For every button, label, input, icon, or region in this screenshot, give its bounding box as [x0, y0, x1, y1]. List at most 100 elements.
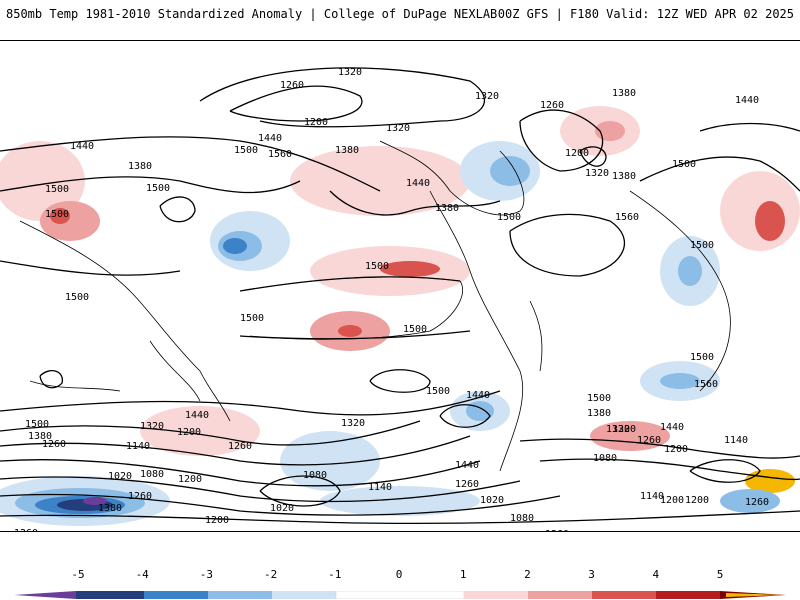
contour-label: 1320 [585, 168, 609, 179]
contour-label: 1500 [587, 393, 611, 404]
colorbar-tick-label: -2 [263, 568, 278, 581]
contour-line [369, 369, 431, 393]
anomaly-colorbar: -5 -4 -3 -2 -1 0 1 2 3 4 5 [0, 568, 800, 600]
contour-label: 1440 [735, 95, 759, 106]
colorbar-segment [592, 591, 656, 599]
contour-line [0, 435, 471, 466]
colorbar-tick-label: 3 [588, 568, 595, 581]
colorbar-tick-label: 1 [459, 568, 467, 581]
contour-label: 1500 [426, 386, 450, 397]
contour-label: 1080 [140, 469, 164, 480]
contour-line [519, 109, 604, 172]
colorbar-tick-label: 5 [716, 568, 724, 581]
contour-line [0, 260, 181, 276]
contour-line [0, 476, 521, 503]
anomaly-patch [50, 208, 70, 224]
contour-line [329, 190, 501, 216]
contour-line [0, 420, 421, 446]
contour-line [239, 276, 461, 292]
contour-label: 1380 [128, 161, 152, 172]
anomaly-patch [660, 373, 700, 389]
contour-label: 1260 [280, 80, 304, 91]
contour-label: 1080 [303, 470, 327, 481]
contour-label: 1080 [593, 453, 617, 464]
contour-label: 1200 [660, 495, 684, 506]
contour-label: 1440 [466, 390, 490, 401]
height-contours [0, 67, 800, 525]
contour-label: 1260 [745, 497, 769, 508]
contour-label: 1200 [685, 495, 709, 506]
contour-label: 1560 [694, 379, 718, 390]
map-canvas: 1320 1260 1200 1320 1320 1260 1380 1440 … [0, 67, 800, 531]
contour-label: 1500 [403, 324, 427, 335]
colorbar-segment [528, 591, 592, 599]
anomaly-patch [678, 256, 702, 286]
anomaly-patch [40, 201, 100, 241]
contour-label: 1260 [455, 479, 479, 490]
contour-label: 1440 [455, 460, 479, 471]
contour-label: 1140 [640, 491, 664, 502]
contour-label: 1320 [606, 424, 630, 435]
contour-label: 1200 [664, 444, 688, 455]
anomaly-patch [745, 469, 795, 493]
anomaly-patch [466, 401, 494, 421]
contour-label: 1500 [234, 145, 258, 156]
colorbar-segment [464, 591, 528, 599]
contour-line [0, 493, 561, 516]
contour-line [0, 459, 481, 487]
anomaly-patch [320, 486, 480, 516]
contour-label: 1500 [45, 184, 69, 195]
colorbar-segment [272, 591, 336, 599]
contour-label: 1380 [587, 408, 611, 419]
colorbar-segment [208, 591, 272, 599]
contour-label: 1560 [268, 149, 292, 160]
contour-label: 1200 [205, 515, 229, 526]
contour-label: 1200 [565, 148, 589, 159]
contour-label: 1080 [510, 513, 534, 524]
contour-label: 1320 [140, 421, 164, 432]
contour-label: 1500 [690, 240, 714, 251]
anomaly-patch [0, 141, 85, 221]
colorbar-segment [726, 593, 784, 597]
anomaly-patch [755, 201, 785, 241]
colorbar-segment [14, 591, 76, 599]
contour-label: 1260 [228, 441, 252, 452]
contour-line [39, 370, 63, 389]
contour-label: 1500 [25, 419, 49, 430]
contour-label: 1200 [178, 474, 202, 485]
anomaly-patch [83, 497, 107, 505]
contour-line [439, 404, 491, 428]
contour-label: 1500 [240, 313, 264, 324]
contour-label: 1140 [126, 441, 150, 452]
contour-label: 1560 [615, 212, 639, 223]
contour-label: 1440 [258, 133, 282, 144]
contour-label: 1260 [545, 529, 569, 531]
map-title: 850mb Temp 1981-2010 Standardized Anomal… [6, 7, 498, 21]
contour-line [519, 438, 800, 459]
contour-line [689, 459, 761, 483]
contour-label: 1200 [304, 117, 328, 128]
colorbar-tick-label: 0 [395, 568, 403, 581]
contour-label: 1320 [386, 123, 410, 134]
contour-label: 1380 [612, 88, 636, 99]
anomaly-patch [140, 406, 260, 456]
contour-label: 1260 [540, 100, 564, 111]
colorbar-tick-label: -5 [71, 568, 85, 581]
anomaly-patch [223, 238, 247, 254]
colorbar-tick-label: 2 [524, 568, 531, 581]
colorbar-tick-label: -1 [328, 568, 342, 581]
colorbar-segment [76, 591, 144, 599]
contour-label: 1020 [270, 503, 294, 514]
contour-label: 1020 [480, 495, 504, 506]
chart-header: 850mb Temp 1981-2010 Standardized Anomal… [0, 0, 800, 30]
contour-label: 1500 [672, 159, 696, 170]
contour-label: 1380 [335, 145, 359, 156]
contour-line [539, 458, 800, 481]
contour-label: 1380 [28, 431, 52, 442]
colorbar-bar [14, 591, 786, 599]
anomaly-shading [0, 106, 800, 526]
colorbar-tick-label: -4 [135, 568, 149, 581]
contour-label: 1440 [406, 178, 430, 189]
contour-label: 1500 [365, 261, 389, 272]
contour-label: 1380 [612, 171, 636, 182]
